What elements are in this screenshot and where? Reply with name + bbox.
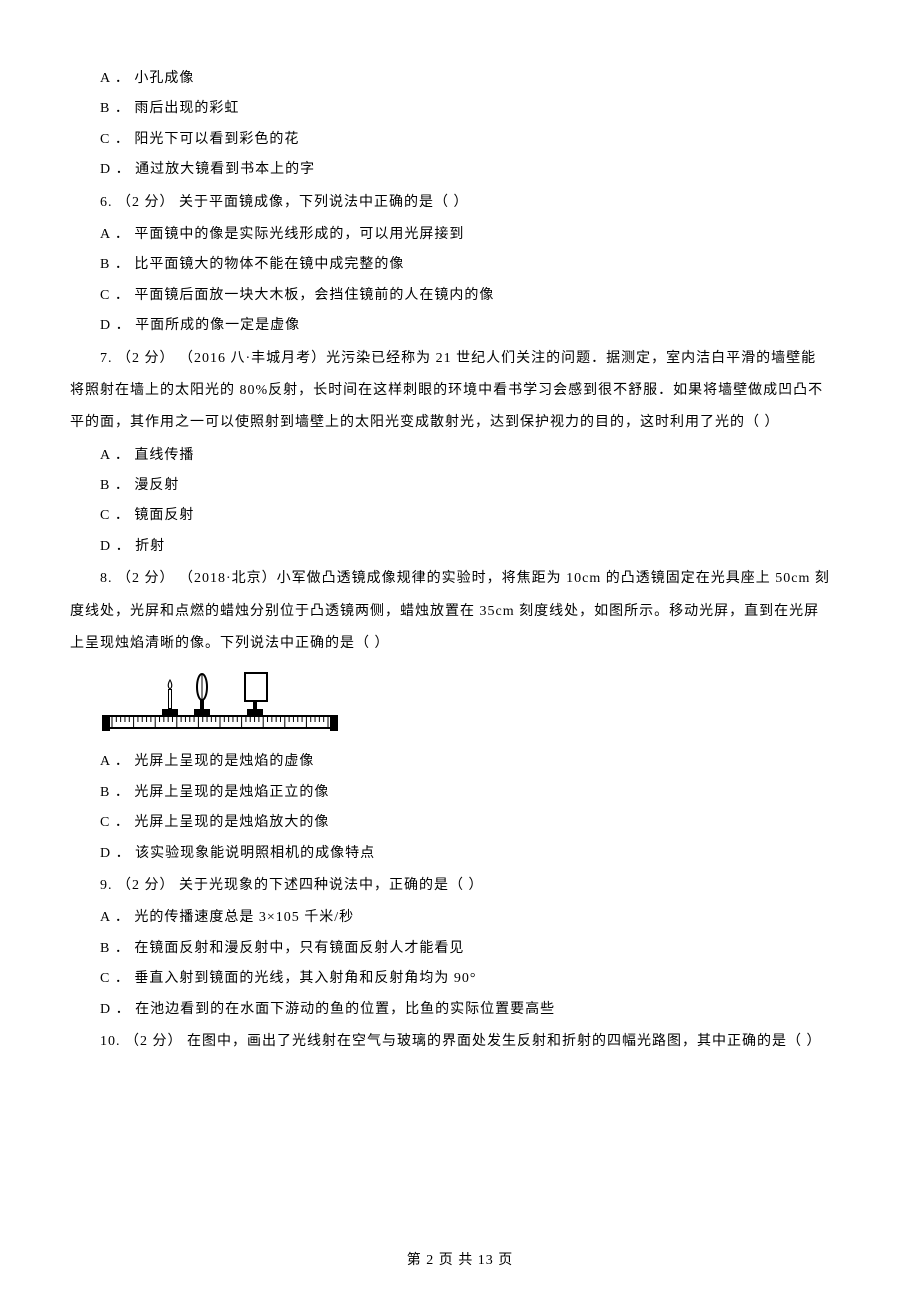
q8-stem-line2: 度线处，光屏和点燃的蜡烛分别位于凸透镜两侧，蜡烛放置在 35cm 刻度线处，如图… (70, 601, 850, 623)
q9-option-D: D ． 在池边看到的在水面下游动的鱼的位置，比鱼的实际位置要高些 (100, 999, 850, 1021)
q8-option-D: D ． 该实验现象能说明照相机的成像特点 (100, 843, 850, 865)
q8-stem-line1: 8. （2 分） （2018·北京）小军做凸透镜成像规律的实验时，将焦距为 10… (70, 568, 850, 590)
q9-option-B: B ． 在镜面反射和漫反射中，只有镜面反射人才能看见 (100, 938, 850, 960)
q7-option-C: C ． 镜面反射 (100, 505, 850, 527)
q9-option-A: A ． 光的传播速度总是 3×105 千米/秒 (100, 907, 850, 929)
q7-stem-line1: 7. （2 分） （2016 八·丰城月考）光污染已经称为 21 世纪人们关注的… (70, 348, 850, 370)
q6-option-C: C ． 平面镜后面放一块大木板，会挡住镜前的人在镜内的像 (100, 285, 850, 307)
q7-option-A: A ． 直线传播 (100, 445, 850, 467)
q5-option-D: D ． 通过放大镜看到书本上的字 (100, 159, 850, 181)
q6-option-D: D ． 平面所成的像一定是虚像 (100, 315, 850, 337)
q8-option-A: A ． 光屏上呈现的是烛焰的虚像 (100, 751, 850, 773)
optical-bench-icon (100, 667, 340, 739)
q5-option-C: C ． 阳光下可以看到彩色的花 (100, 129, 850, 151)
q8-stem-line3: 上呈现烛焰清晰的像。下列说法中正确的是（ ） (70, 633, 850, 655)
q8-figure (100, 667, 850, 739)
q8-option-C: C ． 光屏上呈现的是烛焰放大的像 (100, 812, 850, 834)
document-page: A ． 小孔成像 B ． 雨后出现的彩虹 C ． 阳光下可以看到彩色的花 D ．… (0, 0, 920, 1302)
q7-stem-line3: 平的面，其作用之一可以使照射到墙壁上的太阳光变成散射光，达到保护视力的目的，这时… (70, 412, 850, 434)
q7-option-B: B ． 漫反射 (100, 475, 850, 497)
q10-stem: 10. （2 分） 在图中，画出了光线射在空气与玻璃的界面处发生反射和折射的四幅… (100, 1031, 850, 1053)
q6-option-A: A ． 平面镜中的像是实际光线形成的，可以用光屏接到 (100, 224, 850, 246)
q8-option-B: B ． 光屏上呈现的是烛焰正立的像 (100, 782, 850, 804)
q6-option-B: B ． 比平面镜大的物体不能在镜中成完整的像 (100, 254, 850, 276)
q6-stem: 6. （2 分） 关于平面镜成像，下列说法中正确的是（ ） (100, 192, 850, 214)
page-footer: 第 2 页 共 13 页 (0, 1250, 920, 1272)
q5-option-B: B ． 雨后出现的彩虹 (100, 98, 850, 120)
q7-stem-line2: 将照射在墙上的太阳光的 80%反射，长时间在这样刺眼的环境中看书学习会感到很不舒… (70, 380, 850, 402)
q9-stem: 9. （2 分） 关于光现象的下述四种说法中，正确的是（ ） (100, 875, 850, 897)
q9-option-C: C ． 垂直入射到镜面的光线，其入射角和反射角均为 90° (100, 968, 850, 990)
q7-option-D: D ． 折射 (100, 536, 850, 558)
q5-option-A: A ． 小孔成像 (100, 68, 850, 90)
